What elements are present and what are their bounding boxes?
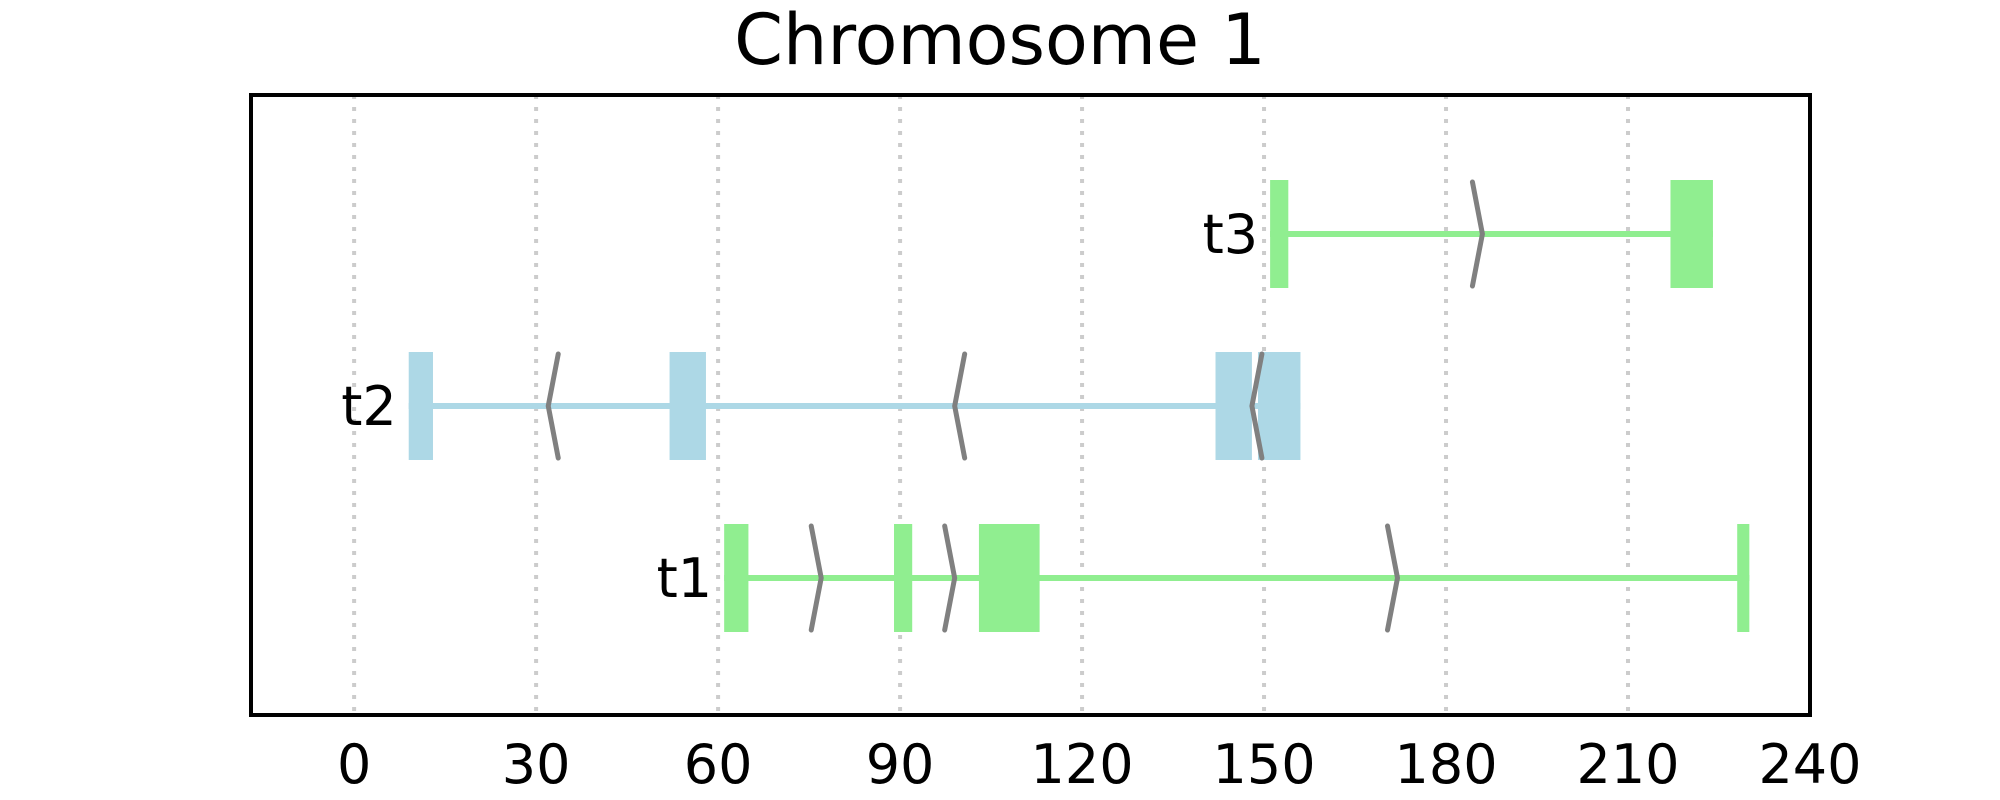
exon-block bbox=[894, 524, 913, 632]
strand-arrow bbox=[952, 351, 968, 461]
transcript-label: t3 bbox=[1203, 203, 1259, 266]
exon-block bbox=[669, 352, 706, 460]
exon-block bbox=[1257, 352, 1301, 460]
x-tick-label: 180 bbox=[1394, 733, 1497, 796]
x-tick-label: 240 bbox=[1758, 733, 1861, 796]
strand-arrow bbox=[942, 523, 958, 633]
x-tick-label: 210 bbox=[1576, 733, 1679, 796]
x-tick-label: 120 bbox=[1031, 733, 1134, 796]
transcript-t3: t3 bbox=[1203, 179, 1713, 289]
strand-arrow bbox=[808, 523, 824, 633]
exon-block bbox=[978, 524, 1040, 632]
transcript-label: t1 bbox=[657, 547, 713, 610]
x-tick-label: 0 bbox=[337, 733, 371, 796]
exon-block bbox=[1215, 352, 1252, 460]
x-tick-label: 90 bbox=[866, 733, 935, 796]
strand-arrow bbox=[545, 351, 561, 461]
exon-block bbox=[1737, 524, 1750, 632]
chart-title: Chromosome 1 bbox=[734, 0, 1266, 81]
plot-frame bbox=[249, 93, 1812, 717]
strand-arrow bbox=[1249, 351, 1265, 461]
transcript-t1: t1 bbox=[657, 523, 1750, 633]
strand-arrow bbox=[1469, 179, 1485, 289]
x-tick-label: 30 bbox=[502, 733, 571, 796]
exon-block bbox=[724, 524, 749, 632]
x-tick-label: 150 bbox=[1213, 733, 1316, 796]
strand-arrow bbox=[1385, 523, 1401, 633]
transcript-label: t2 bbox=[341, 375, 397, 438]
transcript-tracks: t1 t2 t3 bbox=[341, 179, 1750, 633]
exon-block bbox=[1270, 180, 1289, 288]
x-axis-ticks: 0 30 60 90 120 150 180 210 240 bbox=[337, 733, 1862, 796]
exon-block bbox=[1670, 180, 1713, 288]
transcript-t2: t2 bbox=[341, 351, 1301, 461]
exon-block bbox=[408, 352, 433, 460]
x-tick-label: 60 bbox=[684, 733, 753, 796]
